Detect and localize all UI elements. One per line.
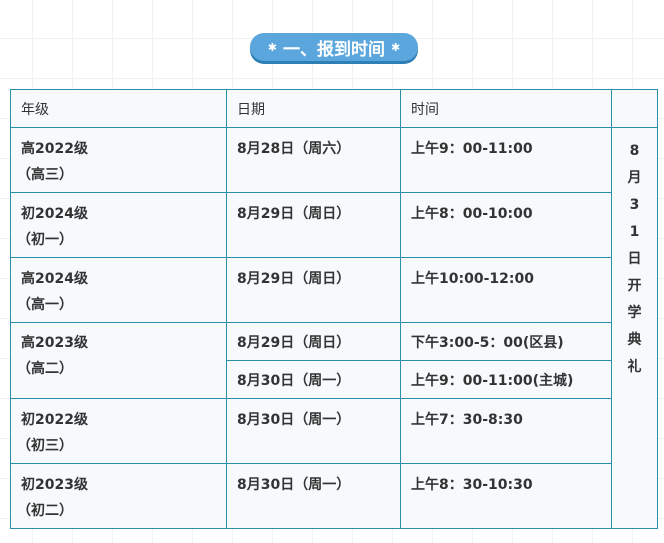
opening-ceremony-note: 8月31日开学典礼 [611, 127, 658, 529]
schedule-table: 年级 日期 时间 高2022级 （高三） 8月28日（周六） 上午9：00-11:… [10, 89, 658, 529]
date-cell: 8月29日（周日） [226, 257, 401, 323]
grade-cell: 初2024级 （初一） [10, 192, 227, 258]
date-cell: 8月29日（周日） [226, 322, 401, 361]
star-icon: ✱ [267, 40, 277, 54]
time-cell: 上午8：30-10:30 [400, 463, 612, 529]
time-cell: 上午9：00-11:00 [400, 127, 612, 193]
time-cell: 下午3:00-5：00(区县) [400, 322, 612, 361]
grade-cell: 高2024级 （高一） [10, 257, 227, 323]
grade-cell: 初2022级 （初三） [10, 398, 227, 464]
header-date: 日期 [226, 89, 401, 128]
time-cell: 上午7：30-8:30 [400, 398, 612, 464]
table-row: 初2024级 （初一） 8月29日（周日） 上午8：00-10:00 [10, 192, 658, 258]
header-note [611, 89, 658, 128]
table-row: 8月30日（周一） 上午9：00-11:00(主城) [11, 360, 658, 399]
date-cell: 8月30日（周一） [226, 398, 401, 464]
table-row: 初2023级 （初二） 8月30日（周一） 上午8：30-10:30 [10, 463, 658, 529]
date-cell: 8月30日（周一） [226, 463, 401, 529]
grade-cell: 高2022级 （高三） [10, 127, 227, 193]
time-cell: 上午10:00-12:00 [400, 257, 612, 323]
section-title: 一、报到时间 [283, 39, 385, 60]
table-header: 年级 日期 时间 [10, 89, 658, 128]
grade-cell: 高2023级 （高二） [10, 322, 227, 399]
table-row: 高2022级 （高三） 8月28日（周六） 上午9：00-11:00 8月31日开… [10, 127, 658, 529]
time-cell: 上午8：00-10:00 [400, 192, 612, 258]
date-cell: 8月30日（周一） [226, 360, 401, 399]
section-title-badge: ✱ 一、报到时间 ✱ [250, 33, 418, 61]
header-time: 时间 [400, 89, 612, 128]
date-cell: 8月29日（周日） [226, 192, 401, 258]
time-cell: 上午9：00-11:00(主城) [400, 360, 612, 399]
date-cell: 8月28日（周六） [226, 127, 401, 193]
header-grade: 年级 [10, 89, 227, 128]
table-row: 初2022级 （初三） 8月30日（周一） 上午7：30-8:30 [10, 398, 658, 464]
grade-cell: 初2023级 （初二） [10, 463, 227, 529]
table-row: 高2024级 （高一） 8月29日（周日） 上午10:00-12:00 [10, 257, 658, 323]
star-icon: ✱ [391, 40, 401, 54]
table-row: 高2023级 （高二） 8月29日（周日） 下午3:00-5：00(区县) [10, 322, 658, 399]
